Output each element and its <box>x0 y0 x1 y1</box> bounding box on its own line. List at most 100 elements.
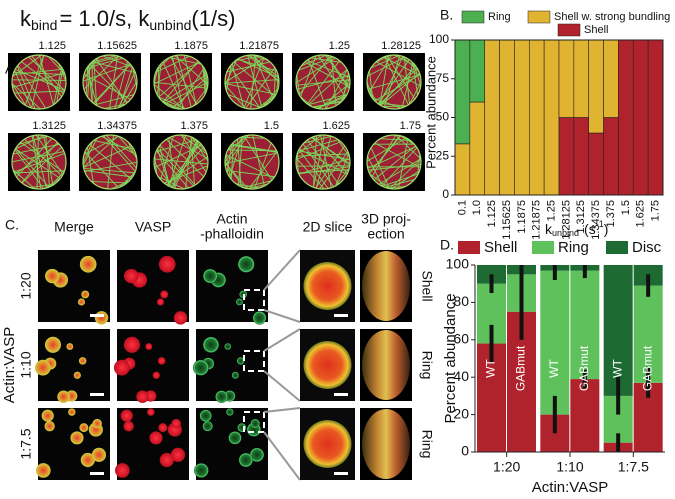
x-tick-label: 1.125 <box>486 200 498 228</box>
zoom-line <box>263 309 301 323</box>
merge-cell <box>80 452 95 468</box>
merge-cell <box>79 423 89 433</box>
merge-cell <box>78 357 87 365</box>
legend-swatch <box>458 241 480 254</box>
filament <box>252 135 265 187</box>
filament <box>298 169 349 174</box>
bar-segment <box>588 39 604 134</box>
filament <box>83 135 119 155</box>
vasp-cell <box>156 298 164 306</box>
filaments <box>83 55 137 109</box>
snapshot-label: 1.28125 <box>381 40 421 52</box>
vasp-cell <box>159 452 174 468</box>
filament <box>253 142 272 189</box>
legend-swatch <box>461 10 485 24</box>
filament <box>36 135 39 189</box>
bar-segment <box>469 101 486 196</box>
legend-label: Disc <box>632 239 662 256</box>
filament <box>226 169 275 178</box>
panel-letter: B. <box>440 7 453 23</box>
ring-cell <box>192 359 209 376</box>
filament <box>312 135 317 188</box>
snapshot <box>292 53 354 111</box>
snapshot-label: 1.1875 <box>174 40 208 52</box>
bar-segment <box>603 117 619 196</box>
filament <box>370 147 390 189</box>
ring-cell <box>224 343 232 350</box>
filament <box>374 55 391 64</box>
scale-bar <box>90 314 104 317</box>
filament <box>157 67 160 99</box>
x-tick-label: 1.3125 <box>575 200 587 234</box>
snapshot <box>363 133 425 191</box>
filament <box>118 71 136 108</box>
x-tick-label: 1.5 <box>620 200 632 215</box>
filament <box>253 55 274 99</box>
snapshot-label: 1.25 <box>329 40 350 52</box>
vasp-cell <box>123 421 134 432</box>
x-tick-label: 1.0 <box>471 200 483 215</box>
ring-cell <box>202 336 219 353</box>
filament <box>160 135 174 180</box>
bar-label: GABmut <box>640 345 654 391</box>
filament <box>31 55 45 109</box>
filament <box>389 158 421 189</box>
filament <box>118 172 135 188</box>
filaments <box>296 135 350 189</box>
vasp-cell <box>145 343 153 350</box>
merge-cell <box>41 409 54 422</box>
filament <box>12 79 66 81</box>
snapshot <box>221 133 283 191</box>
legend-swatch <box>606 241 628 254</box>
zoom-line <box>263 249 301 291</box>
scale-bar <box>334 393 348 396</box>
filaments <box>225 135 278 189</box>
snapshot <box>150 53 212 111</box>
ring-cell <box>215 390 228 403</box>
filament <box>58 63 66 82</box>
bar-segment <box>573 39 590 118</box>
zoom-box <box>243 350 265 372</box>
filament <box>248 151 278 189</box>
filament <box>45 135 50 187</box>
filament <box>14 149 44 189</box>
legend-label: Ring <box>558 239 589 256</box>
filament <box>171 140 198 188</box>
filament <box>237 58 277 72</box>
filament <box>374 142 421 168</box>
filament <box>395 135 421 160</box>
cell-edge <box>82 134 138 190</box>
legend-label: Shell <box>584 24 608 36</box>
filament <box>243 57 265 108</box>
micrograph <box>38 250 110 322</box>
y-tick-label: 20 <box>453 405 469 421</box>
scale-bar <box>334 472 348 475</box>
ring-cell <box>226 408 234 416</box>
row-result: Ring <box>419 430 435 459</box>
cell-edge <box>82 54 138 110</box>
filament <box>302 143 335 188</box>
merge-cell <box>35 463 51 478</box>
filament <box>225 136 244 163</box>
filament <box>168 137 176 189</box>
cell-edge <box>153 134 209 190</box>
filament <box>16 65 36 109</box>
bar-segment <box>558 39 575 118</box>
bar-segment <box>632 39 649 196</box>
merge-cell <box>68 408 76 416</box>
filament <box>21 146 62 184</box>
vasp-cell <box>120 409 133 422</box>
merge-cell <box>44 421 55 432</box>
vasp-cell <box>113 359 130 376</box>
bar-segment <box>647 39 664 196</box>
x-axis-label-part: -1 <box>596 219 604 229</box>
merge-cell <box>92 418 102 429</box>
filament <box>304 61 350 88</box>
filament <box>370 55 400 69</box>
y-tick-label: 100 <box>446 256 470 272</box>
y-tick-label: 0 <box>461 443 469 459</box>
bar-segment <box>618 39 634 196</box>
x-tick-label: 1.1875 <box>516 200 528 234</box>
merge-cell <box>57 390 70 403</box>
filament <box>306 60 350 78</box>
